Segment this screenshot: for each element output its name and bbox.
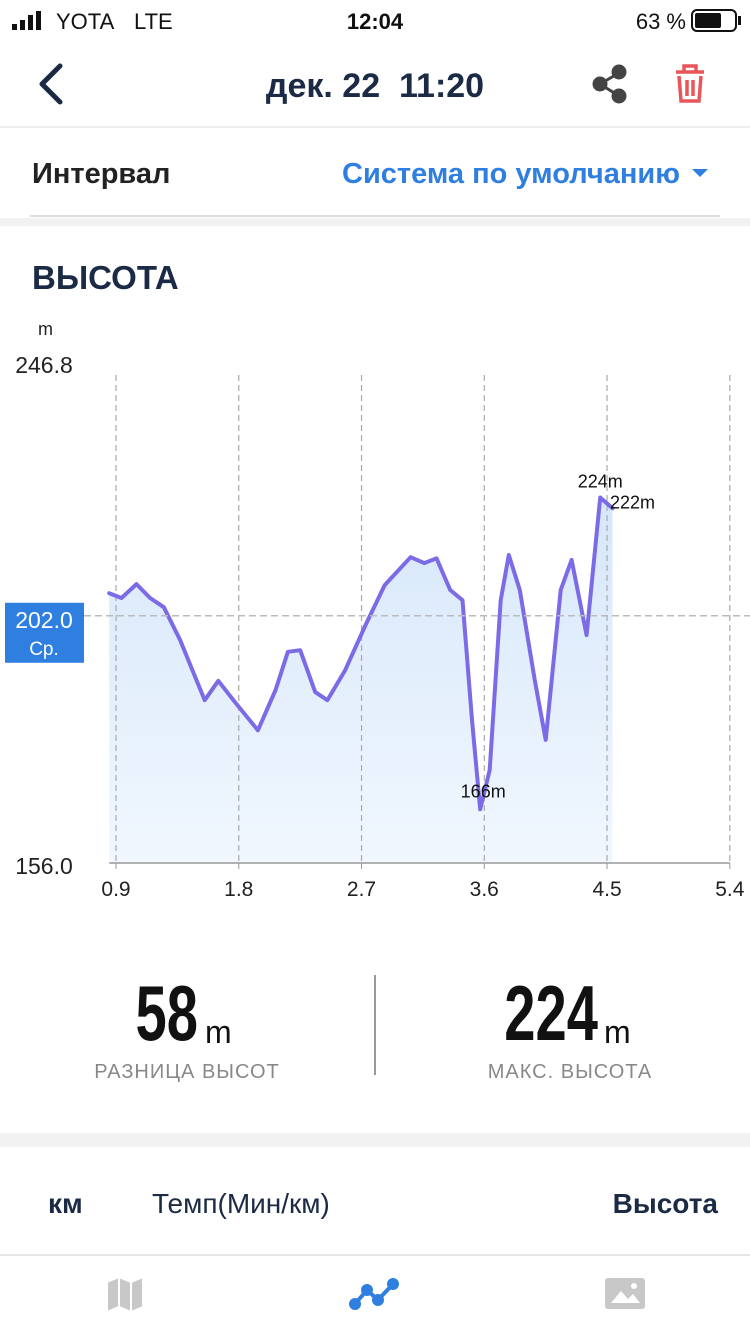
y-tick-label: 246.8 [15, 352, 73, 378]
value-label: 222m [610, 492, 655, 512]
dropdown-arrow[interactable] [692, 169, 708, 177]
y-tick-label: 156.0 [15, 853, 73, 879]
x-tick-label: 1.8 [224, 878, 253, 901]
x-tick-label: 5.4 [715, 878, 745, 901]
back-button[interactable] [39, 63, 63, 105]
network: LTE [134, 9, 173, 34]
photo-tab[interactable] [605, 1278, 645, 1309]
x-tick-label: 2.7 [347, 878, 376, 901]
stat-unit: m [205, 1014, 232, 1050]
x-tick-label: 0.9 [101, 878, 130, 901]
area [109, 497, 613, 863]
column-header[interactable]: км [48, 1188, 83, 1219]
line [107, 495, 615, 812]
chart: 0.9 1.8 2.7 3.6 4.5 5.4 156.0 246.8 202.0 Ср. 166m… [5, 352, 750, 901]
section-title: ВЫСОТА [32, 259, 179, 296]
stat-label: МАКС. ВЫСОТА [488, 1061, 652, 1083]
stat-value: 224 [504, 970, 598, 1057]
stat-label: РАЗНИЦА ВЫСОТ [94, 1061, 280, 1083]
section-gap [0, 1133, 750, 1147]
interval-value[interactable]: Система по умолчанию [342, 158, 680, 190]
average-badge [5, 602, 84, 663]
chart-tab[interactable] [349, 1278, 399, 1310]
battery-text: 63 % [636, 9, 686, 34]
delete-button[interactable] [676, 64, 704, 103]
share-button[interactable] [592, 64, 627, 104]
section-gap [0, 218, 750, 226]
average-caption: Ср. [29, 639, 59, 660]
stat-unit: m [604, 1014, 631, 1050]
column-header[interactable]: Темп(Мин/км) [152, 1188, 330, 1219]
interval-label: Интервал [32, 158, 170, 190]
average-label: 202.0 [15, 607, 73, 633]
carrier: YOTA [56, 9, 115, 34]
header-title: дек. 22 11:20 [266, 67, 484, 105]
y-unit: m [38, 319, 53, 339]
stat-value: 58 [136, 970, 198, 1057]
battery-icon [691, 9, 741, 32]
value-label: 166m [461, 781, 506, 801]
signal-icon [12, 11, 41, 30]
clock: 12:04 [347, 9, 404, 34]
column-header[interactable]: Высота [613, 1188, 719, 1219]
x-tick-label: 4.5 [592, 878, 621, 901]
x-tick-label: 3.6 [470, 878, 499, 901]
value-label: 224m [578, 472, 623, 492]
map-tab[interactable] [106, 1275, 144, 1314]
